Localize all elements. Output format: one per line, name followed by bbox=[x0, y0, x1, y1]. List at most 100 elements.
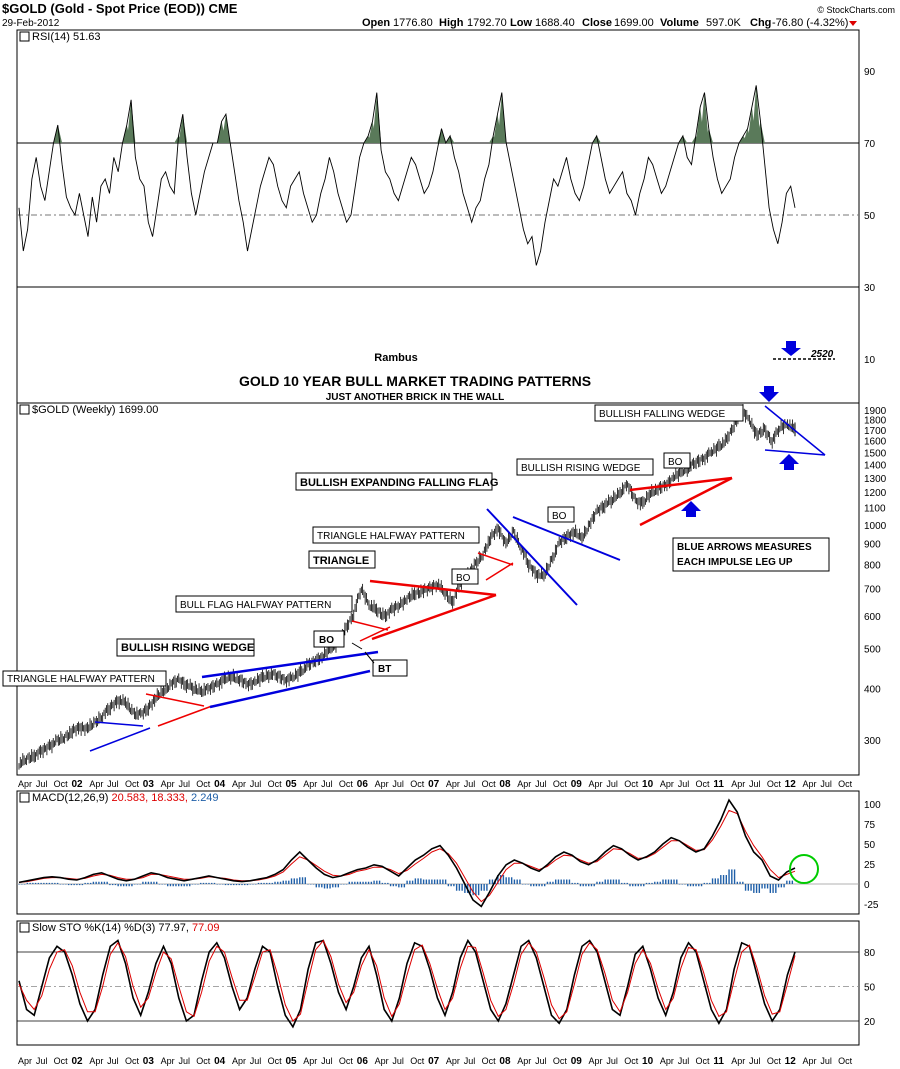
x-axis-tick-label: Jul bbox=[535, 779, 547, 789]
legend-swatch-sto bbox=[19, 922, 30, 933]
x-axis-tick-label: Oct bbox=[624, 1056, 639, 1066]
macd-hist-bar bbox=[56, 882, 59, 884]
open-value: 1776.80 bbox=[393, 17, 433, 29]
svg-text:BO: BO bbox=[668, 457, 683, 468]
macd-hist-bar bbox=[109, 884, 111, 886]
macd-hist-bar bbox=[780, 884, 783, 888]
macd-hist-bar bbox=[271, 882, 273, 884]
x-axis-tick-label: Jul bbox=[820, 1056, 832, 1066]
x-axis-tick-label: Oct bbox=[696, 1056, 711, 1066]
macd-hist-bar bbox=[417, 878, 419, 884]
macd-hist-bar bbox=[285, 880, 287, 884]
macd-hist-bar bbox=[491, 879, 494, 884]
x-axis-tick-label: Oct bbox=[339, 1056, 354, 1066]
rsi-overbought-fill bbox=[678, 135, 688, 143]
rsi-tick-label: 30 bbox=[864, 283, 876, 294]
macd-hist-bar bbox=[78, 884, 81, 886]
macd-hist-bar bbox=[310, 884, 312, 885]
macd-hist-bar bbox=[541, 884, 543, 887]
macd-hist-bar bbox=[720, 875, 722, 884]
macd-legend-signal: 20.583, bbox=[111, 792, 148, 804]
rsi-overbought-fill bbox=[497, 92, 507, 143]
macd-hist-bar bbox=[180, 884, 183, 887]
x-axis-labels: Apr Jul Oct 02 Apr Jul Oct 03 Apr Jul Oct 04 Apr Jul O… bbox=[18, 779, 853, 1067]
macd-hist-bar bbox=[552, 881, 554, 884]
macd-hist-bar bbox=[365, 881, 367, 884]
macd-hist-bar bbox=[197, 884, 199, 885]
macd-hist-bar bbox=[194, 884, 196, 885]
macd-hist-bar bbox=[290, 878, 293, 884]
macd-hist-bar bbox=[142, 881, 144, 884]
annotation-bullish-rising-wedge: BULLISH RISING WEDGE bbox=[116, 638, 255, 657]
svg-text:BO: BO bbox=[456, 573, 471, 584]
macd-hist-bar bbox=[753, 884, 755, 893]
x-axis-tick-label: Oct bbox=[482, 779, 497, 789]
macd-hist-bar bbox=[472, 884, 474, 896]
macd-hist-bar bbox=[345, 884, 348, 885]
macd-hist-bar bbox=[373, 880, 375, 884]
x-axis-tick-label: Jul bbox=[464, 1056, 476, 1066]
macd-hist-bar bbox=[483, 884, 485, 891]
macd-hist-bar bbox=[403, 884, 406, 888]
macd-hist-bar bbox=[376, 880, 378, 884]
macd-hist-bar bbox=[293, 878, 295, 884]
macd-hist-bar bbox=[579, 884, 582, 887]
price-tick-label: 1900 bbox=[864, 406, 887, 417]
trend-line-12 bbox=[485, 562, 514, 581]
annotation-bo-1: BO bbox=[313, 630, 345, 648]
x-axis-tick-label: Jul bbox=[321, 779, 333, 789]
macd-hist-bar bbox=[733, 869, 736, 884]
macd-hist-bar bbox=[739, 881, 741, 884]
trend-line-13 bbox=[486, 508, 578, 606]
chg-value: -76.80 (-4.32%) bbox=[772, 17, 848, 29]
annotation-bull-flag-halfway: BULL FLAG HALFWAY PATTERN bbox=[175, 595, 353, 613]
ticker-line: $GOLD (Gold - Spot Price (EOD)) CME bbox=[2, 1, 238, 16]
macd-hist-bar bbox=[612, 879, 615, 884]
chart-date: 29-Feb-2012 bbox=[2, 18, 60, 29]
x-axis-tick-label: Apr bbox=[589, 1056, 603, 1066]
macd-hist-bar bbox=[623, 882, 626, 884]
macd-hist-bar bbox=[332, 884, 334, 888]
macd-hist-bar bbox=[508, 877, 510, 884]
macd-hist-bar bbox=[175, 884, 177, 887]
macd-hist-bar bbox=[681, 884, 683, 885]
trend-line-3 bbox=[145, 693, 205, 707]
macd-hist-bar bbox=[329, 884, 331, 889]
macd-hist-bar bbox=[213, 882, 216, 884]
macd-hist-bar bbox=[700, 884, 703, 887]
macd-hist-bar bbox=[447, 884, 450, 887]
macd-hist-bar bbox=[128, 884, 130, 887]
macd-hist-bar bbox=[599, 881, 601, 884]
macd-hist-bar bbox=[709, 882, 711, 884]
x-axis-tick-label: Apr bbox=[803, 779, 817, 789]
macd-hist-bar bbox=[348, 881, 351, 884]
macd-hist-bar bbox=[178, 884, 180, 887]
sto-tick-label: 50 bbox=[864, 983, 876, 994]
x-axis-tick-label: Jul bbox=[678, 1056, 690, 1066]
macd-hist-bar bbox=[643, 884, 645, 887]
macd-hist-bar bbox=[183, 884, 185, 887]
trend-line-16 bbox=[639, 476, 733, 527]
x-axis-tick-label: Jul bbox=[107, 1056, 119, 1066]
x-axis-tick-label: 07 bbox=[428, 779, 440, 790]
macd-hist-bar bbox=[645, 882, 648, 884]
author-label: Rambus bbox=[374, 352, 417, 364]
rsi-overbought-fill bbox=[445, 135, 455, 143]
trend-line-11 bbox=[477, 552, 514, 566]
trend-line-1 bbox=[94, 721, 144, 727]
macd-hist-bar bbox=[711, 878, 714, 884]
arrow-down-icon bbox=[759, 386, 779, 402]
x-axis-tick-label: 12 bbox=[785, 779, 797, 790]
macd-hist-bar bbox=[582, 884, 584, 887]
macd-hist-bar bbox=[436, 879, 439, 884]
price-tick-label: 800 bbox=[864, 561, 881, 572]
macd-hist-bar bbox=[43, 882, 45, 884]
x-axis-tick-label: Jul bbox=[535, 1056, 547, 1066]
macd-hist-bar bbox=[433, 879, 436, 884]
macd-hist-bar bbox=[684, 884, 686, 885]
macd-hist-bar bbox=[48, 882, 51, 884]
trend-line-5 bbox=[201, 650, 379, 679]
macd-hist-bar bbox=[744, 884, 747, 891]
rsi-overbought-fill bbox=[221, 114, 231, 143]
